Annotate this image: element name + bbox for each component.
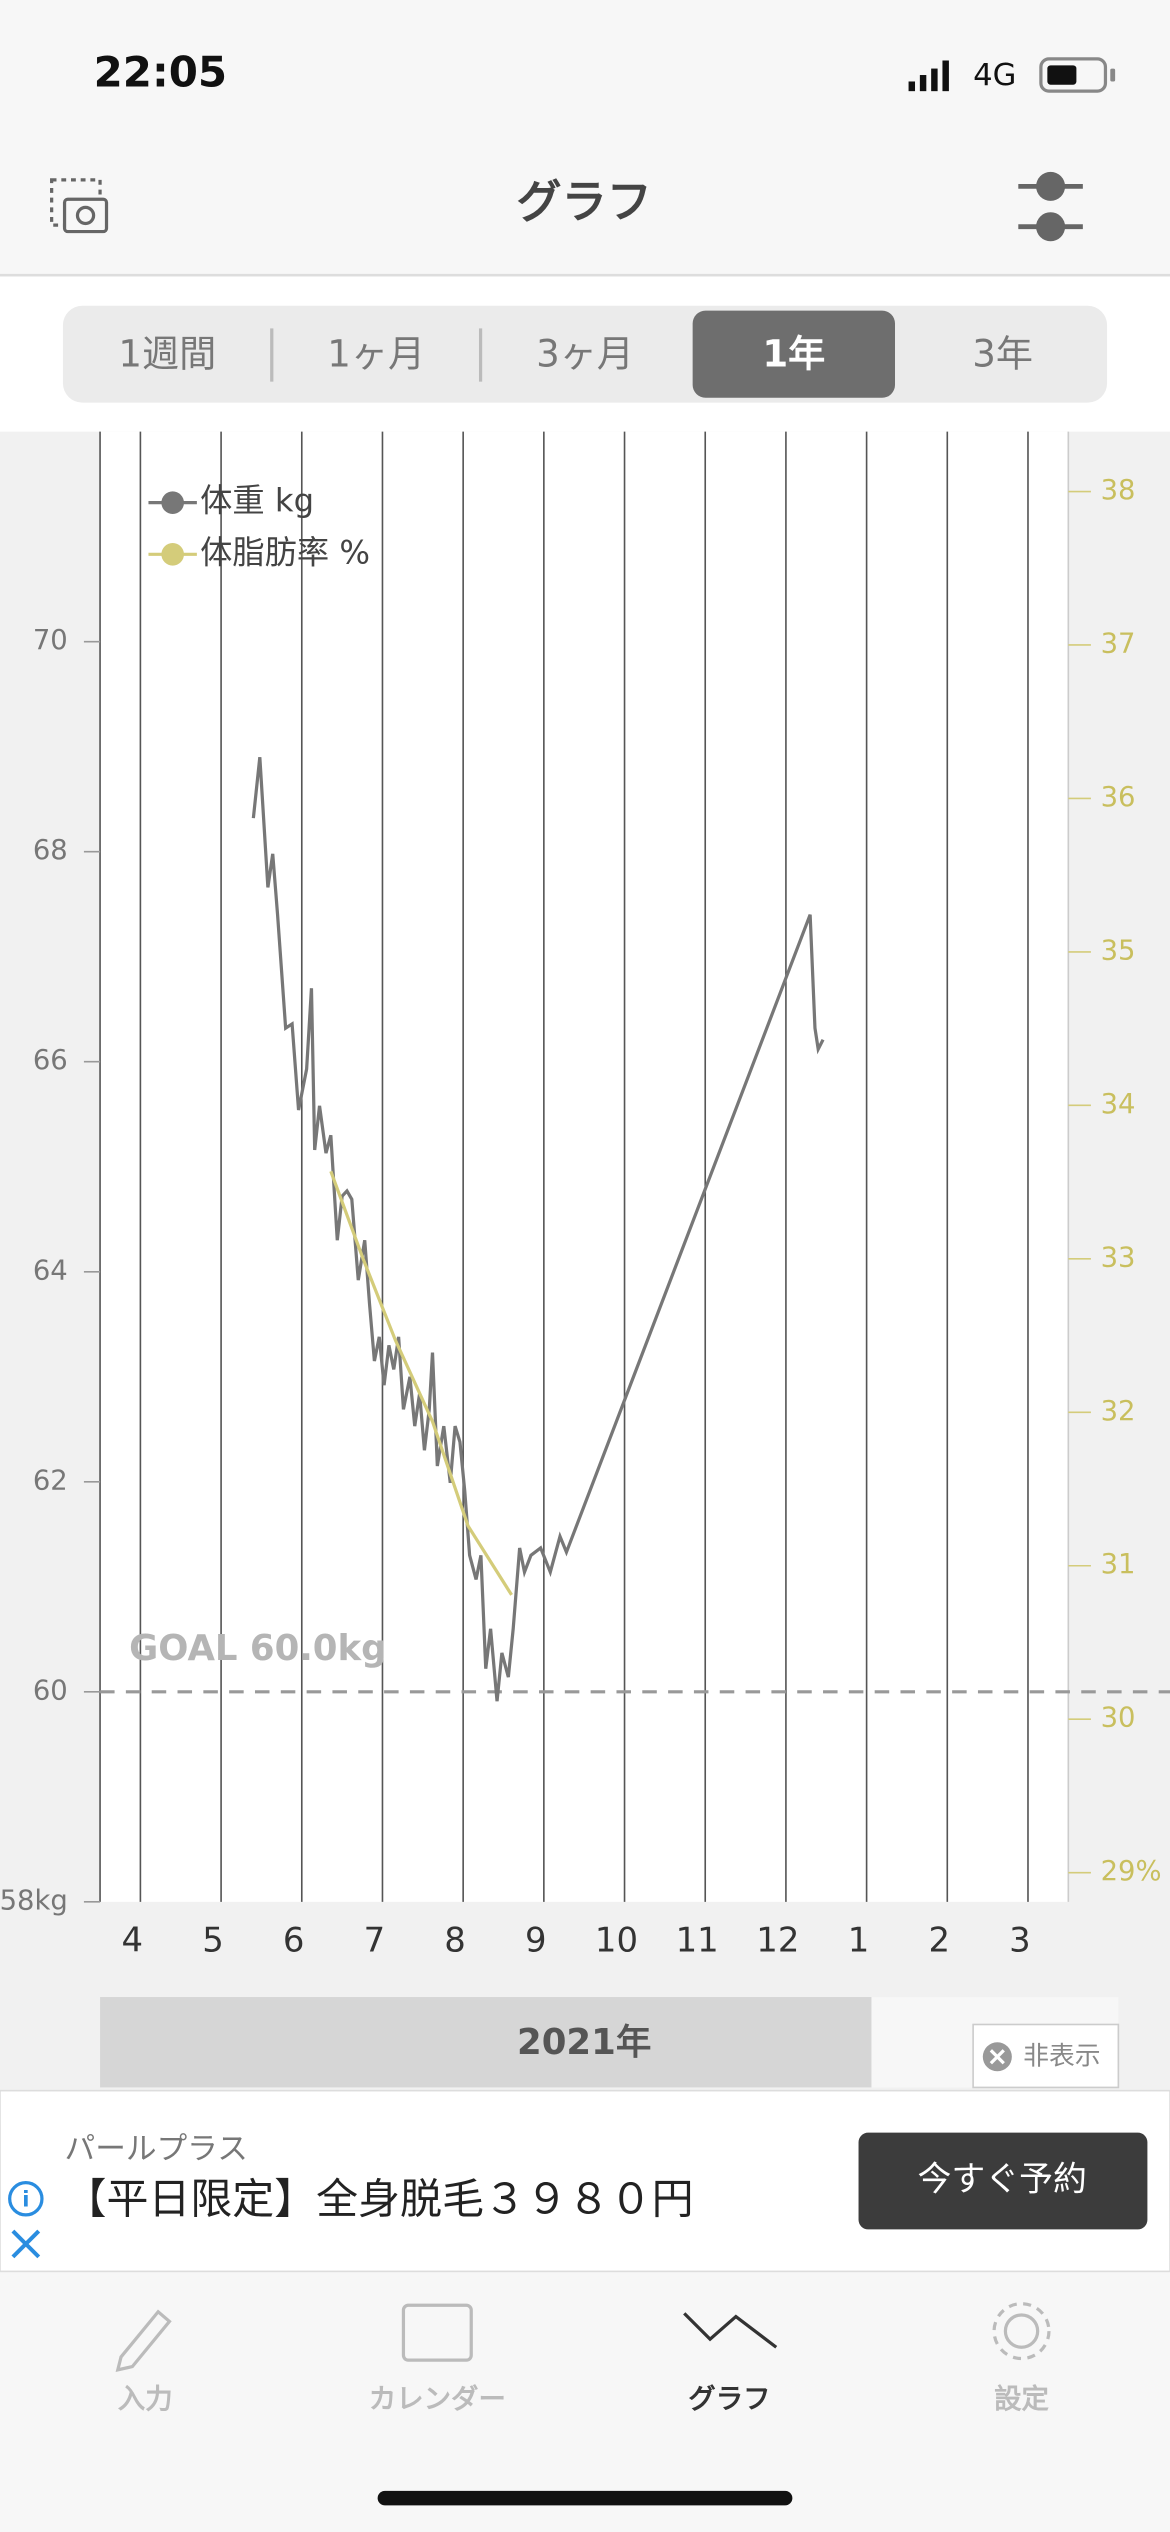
y2-tick-label: 34 — [1101, 1089, 1136, 1120]
tab-bar — [0, 2273, 1170, 2532]
period-tab-label[interactable]: 1週間 — [118, 332, 216, 375]
goal-label: GOAL 60.0kg — [129, 1628, 386, 1669]
x-tick-label: 9 — [525, 1921, 547, 1960]
tab-bar-label[interactable]: 設定 — [994, 2383, 1049, 2415]
x-tick-label: 10 — [595, 1921, 638, 1960]
x-tick-label: 5 — [202, 1921, 224, 1960]
period-tab-group: 1週間 1ヶ月 3ヶ月 1年 3年 — [118, 310, 1033, 398]
legend-marker — [161, 543, 184, 566]
settings-sliders-button[interactable] — [1018, 171, 1083, 242]
tab-bar-label[interactable]: 入力 — [118, 2384, 173, 2415]
x-tick-label: 11 — [676, 1921, 719, 1960]
y-tick-label: 58kg — [0, 1885, 68, 1916]
ad-text: 【平日限定】全身脱毛３９８０円 — [65, 2175, 694, 2224]
hide-ad-x — [989, 2049, 1005, 2065]
period-tab-selected — [692, 310, 896, 398]
series-line — [251, 757, 825, 1702]
ad-close-icon[interactable] — [11, 2229, 41, 2259]
y2-tick-label: 32 — [1101, 1396, 1136, 1427]
period-tab-label[interactable]: 3年 — [972, 332, 1033, 375]
ad-advertiser: パールプラス — [65, 2132, 248, 2167]
hide-ad-label: 非表示 — [1023, 2041, 1100, 2071]
legend-marker — [161, 491, 184, 514]
x-tick-label: 8 — [444, 1921, 466, 1960]
x-tick-label: 2 — [928, 1921, 950, 1960]
legend-label: 体脂肪率 % — [200, 533, 370, 571]
period-tab-label[interactable]: 3ヶ月 — [536, 332, 634, 375]
x-tick-label: 4 — [122, 1921, 144, 1960]
y2-tick-label: 29% — [1101, 1856, 1162, 1887]
signal-icon — [908, 60, 949, 92]
series-line — [329, 1170, 513, 1596]
year-label: 2021年 — [517, 2022, 651, 2063]
legend-label: 体重 kg — [200, 482, 314, 520]
tab-bar-label[interactable]: カレンダー — [369, 2383, 506, 2415]
ad-info-glyph: i — [22, 2187, 29, 2211]
y2-tick-label: 36 — [1101, 782, 1136, 813]
x-tick-label: 1 — [848, 1921, 870, 1960]
ad-info-icon[interactable] — [8, 2181, 44, 2217]
x-tick-label: 7 — [364, 1921, 386, 1960]
year-band — [100, 1997, 872, 2088]
y2-tick-label: 33 — [1101, 1242, 1136, 1273]
ad-button[interactable] — [858, 2132, 1148, 2230]
x-tick-label: 12 — [756, 1921, 799, 1960]
x-tick-label: 6 — [283, 1921, 305, 1960]
tab-bar-label[interactable]: グラフ — [688, 2383, 770, 2415]
plot-area — [100, 431, 1069, 1902]
period-tab-label[interactable]: 1年 — [762, 332, 825, 375]
y-tick-label: 68 — [33, 835, 68, 866]
y2-tick-label: 38 — [1101, 475, 1136, 506]
period-tab-label[interactable]: 1ヶ月 — [327, 332, 425, 375]
y2-tick-label: 30 — [1101, 1703, 1136, 1734]
y2-tick-label: 37 — [1101, 628, 1136, 659]
status-time: 22:05 — [94, 48, 228, 97]
header-title: グラフ — [516, 176, 652, 229]
ad-button-label: 今すぐ予約 — [917, 2160, 1086, 2199]
status-network: 4G — [973, 58, 1016, 93]
y-tick-label: 66 — [33, 1045, 68, 1076]
home-indicator — [377, 2490, 793, 2506]
tab-bar-items: 入力 カレンダー グラフ 設定 — [118, 2383, 1050, 2415]
y2-tick-label: 31 — [1101, 1549, 1136, 1580]
y2-tick-label: 35 — [1101, 935, 1136, 966]
chart: 4 5 6 7 8 9 10 11 12 1 2 358kg60626466687029%303132… — [0, 431, 1170, 1960]
y-tick-label: 62 — [33, 1465, 68, 1496]
y-tick-label: 60 — [33, 1675, 68, 1706]
screenshot-button[interactable] — [50, 178, 109, 234]
tab-icons — [115, 2302, 1051, 2372]
y-tick-label: 70 — [33, 625, 68, 656]
y-tick-label: 64 — [33, 1255, 68, 1286]
battery-icon — [1039, 57, 1116, 93]
x-tick-label: 3 — [1009, 1921, 1031, 1960]
